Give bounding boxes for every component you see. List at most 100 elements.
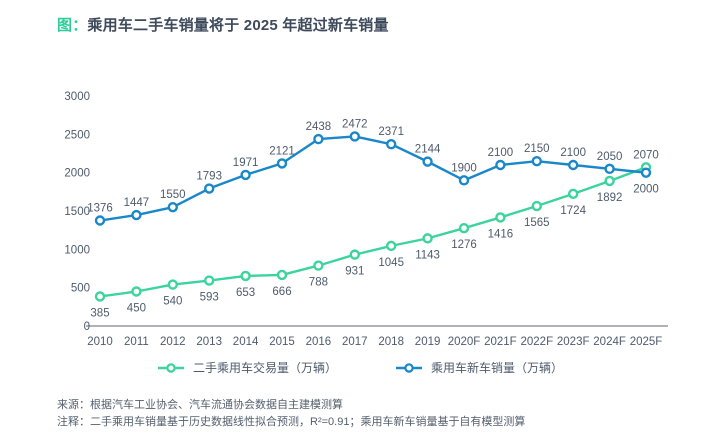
x-tick-label: 2011 (124, 336, 149, 348)
data-point-marker (386, 139, 397, 150)
y-tick-label: 1500 (64, 206, 90, 218)
data-label: 540 (163, 296, 182, 308)
data-point-marker (604, 163, 615, 175)
annotation-note: 注释：二手乘用车销量基于历史数据线性拟合预测，R²=0.91；乘用车新车销量基于… (57, 416, 526, 428)
used-car-line (98, 166, 648, 298)
figure-title-text: 乘用车二手车销量将于 2025 年超过新车销量 (87, 17, 389, 34)
x-tick-label: 2021F (484, 336, 517, 348)
data-point-marker (422, 233, 433, 244)
data-label: 1276 (451, 239, 477, 251)
data-label: 1793 (196, 171, 222, 183)
data-label: 1550 (160, 189, 186, 201)
y-tick-label: 3000 (64, 91, 90, 103)
x-tick-label: 2013 (196, 336, 222, 348)
y-tick-label: 2500 (64, 129, 90, 141)
data-label: 1376 (87, 203, 113, 215)
data-point-marker (313, 133, 324, 145)
line-marker-icon (396, 362, 422, 373)
x-tick-label: 2016 (306, 336, 332, 348)
data-point-marker (131, 209, 142, 221)
chart-area: 0 500 1000 1500 2000 2500 3000 2010 2011 2012 2013… (48, 72, 672, 365)
data-point-marker (167, 201, 179, 213)
data-label: 2438 (306, 121, 332, 133)
chart-legend: 二手乘用车交易量（万辆） 乘用车新车销量（万辆） (0, 359, 720, 376)
data-label: 1565 (524, 217, 550, 229)
y-tick-label: 1000 (64, 244, 90, 256)
data-label: 931 (345, 266, 364, 278)
line-chart: 0 500 1000 1500 2000 2500 3000 2010 2011 2012 2013… (64, 91, 668, 348)
data-point-marker (349, 249, 360, 260)
data-label: 2472 (342, 118, 368, 130)
data-label: 2100 (488, 147, 514, 159)
x-tick-label: 2014 (233, 336, 259, 348)
data-point-marker (313, 260, 324, 271)
data-label: 2050 (597, 151, 623, 163)
data-label: 1892 (597, 192, 623, 204)
x-tick-label: 2010 (87, 336, 113, 348)
legend-item-new-car: 乘用车新车销量（万辆） (395, 359, 563, 376)
data-point-marker (495, 212, 506, 223)
data-label: 1900 (451, 162, 477, 174)
data-label: 1447 (124, 197, 150, 209)
data-point-marker (349, 131, 360, 142)
x-tick-label: 2019 (415, 336, 441, 348)
data-point-marker (568, 159, 579, 171)
x-tick-label: 2023F (557, 336, 590, 348)
data-label: 1143 (415, 249, 440, 261)
source-note: 来源：根据汽车工业协会、汽车流通协会数据自主建模测算 (57, 399, 343, 411)
data-point-marker (495, 159, 506, 171)
data-point-marker (167, 279, 179, 290)
data-label: 788 (309, 277, 328, 289)
data-point-marker (604, 175, 615, 187)
y-tick-label: 0 (84, 321, 90, 333)
data-label: 385 (90, 307, 109, 319)
data-point-marker (386, 240, 397, 252)
x-tick-label: 2017 (342, 336, 368, 348)
data-label: 1045 (378, 257, 404, 269)
data-point-marker (276, 158, 288, 169)
legend-label-used-car: 二手乘用车交易量（万辆） (192, 361, 337, 375)
data-label: 2121 (269, 145, 295, 157)
data-label: 2150 (524, 143, 550, 155)
data-label: 450 (127, 303, 146, 315)
legend-item-used-car: 二手乘用车交易量（万辆） (157, 359, 337, 376)
data-point-marker (131, 286, 142, 297)
x-tick-label: 2024F (593, 336, 626, 348)
x-tick-label: 2015 (269, 336, 295, 348)
data-label: 2144 (415, 144, 441, 156)
legend-label-new-car: 乘用车新车销量（万辆） (431, 361, 564, 375)
x-tick-label: 2020F (448, 336, 481, 348)
data-point-marker (422, 156, 433, 167)
data-label: 2371 (378, 126, 404, 138)
x-tick-label: 2012 (160, 336, 186, 348)
data-label: 1724 (560, 205, 586, 217)
data-point-marker (240, 169, 251, 181)
x-tick-label: 2018 (378, 336, 404, 348)
data-label: 2070 (633, 149, 659, 161)
data-label: 593 (200, 292, 219, 304)
data-label: 1416 (488, 228, 514, 240)
data-point-marker (94, 291, 106, 302)
y-tick-label: 500 (71, 283, 90, 295)
data-point-marker (640, 167, 652, 178)
data-point-marker (531, 155, 542, 167)
figure-title-prefix: 图： (57, 17, 88, 34)
data-point-marker (458, 175, 470, 186)
data-label: 666 (272, 286, 291, 298)
data-point-marker (531, 200, 542, 212)
data-label: 1971 (233, 157, 259, 169)
footnotes: 来源：根据汽车工业协会、汽车流通协会数据自主建模测算 注释：二手乘用车销量基于历… (57, 397, 525, 431)
data-point-marker (458, 222, 470, 234)
data-point-marker (276, 269, 288, 281)
data-point-marker (94, 215, 106, 226)
x-tick-label: 2025F (630, 336, 663, 348)
data-label: 2100 (560, 147, 586, 159)
data-point-marker (240, 270, 251, 282)
data-point-marker (203, 275, 215, 286)
data-label: 2000 (633, 184, 659, 196)
x-tick-label: 2022F (520, 336, 553, 348)
new-car-line (98, 135, 648, 222)
data-point-marker (568, 188, 579, 200)
y-tick-label: 2000 (64, 168, 90, 180)
data-label: 653 (236, 287, 255, 299)
